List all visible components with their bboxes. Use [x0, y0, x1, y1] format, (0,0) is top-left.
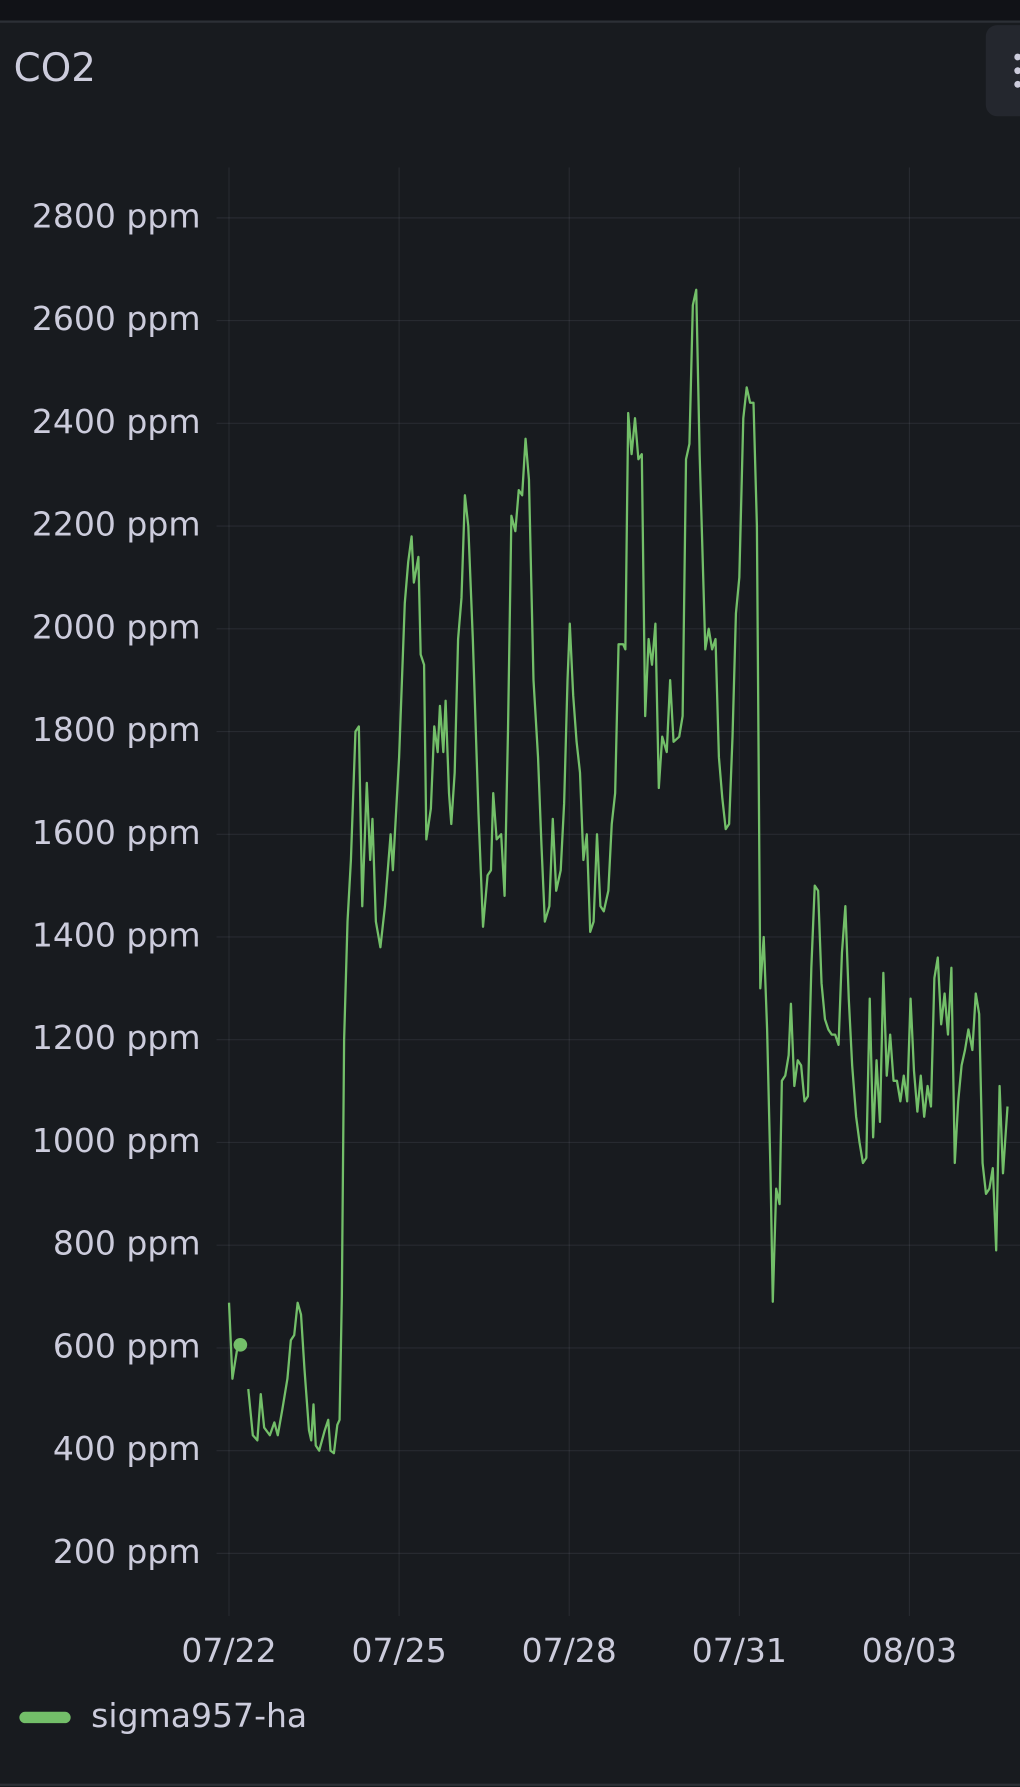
- y-tick-label: 2400 ppm: [32, 402, 201, 441]
- y-tick-label: 2200 ppm: [32, 505, 201, 544]
- x-tick-label: 07/28: [522, 1631, 617, 1670]
- panel-menu-button[interactable]: [985, 25, 1020, 117]
- panel-title: CO2: [14, 46, 96, 91]
- y-tick-label: 800 ppm: [53, 1224, 201, 1263]
- menu-dot: [1014, 67, 1020, 75]
- legend-label[interactable]: sigma957-ha: [91, 1696, 307, 1735]
- x-tick-label: 08/03: [862, 1631, 957, 1670]
- data-point: [233, 1337, 248, 1352]
- x-tick-label: 07/25: [351, 1631, 446, 1670]
- y-tick-label: 2000 ppm: [32, 607, 201, 646]
- y-tick-label: 1200 ppm: [32, 1018, 201, 1057]
- y-tick-label: 2600 ppm: [32, 299, 201, 338]
- y-tick-label: 200 ppm: [53, 1532, 201, 1571]
- y-tick-label: 1600 ppm: [32, 813, 201, 852]
- x-tick-label: 07/31: [692, 1631, 787, 1670]
- x-tick-label: 07/22: [181, 1631, 276, 1670]
- y-tick-label: 1000 ppm: [32, 1121, 201, 1160]
- y-tick-label: 400 ppm: [53, 1429, 201, 1468]
- y-tick-label: 1800 ppm: [32, 710, 201, 749]
- menu-dot: [1014, 53, 1020, 61]
- y-tick-label: 2800 ppm: [32, 196, 201, 235]
- menu-dot: [1014, 80, 1020, 88]
- top-bar: [0, 0, 1020, 21]
- series-line: [227, 288, 1009, 1455]
- y-tick-label: 600 ppm: [53, 1326, 201, 1365]
- y-tick-label: 1400 ppm: [32, 915, 201, 954]
